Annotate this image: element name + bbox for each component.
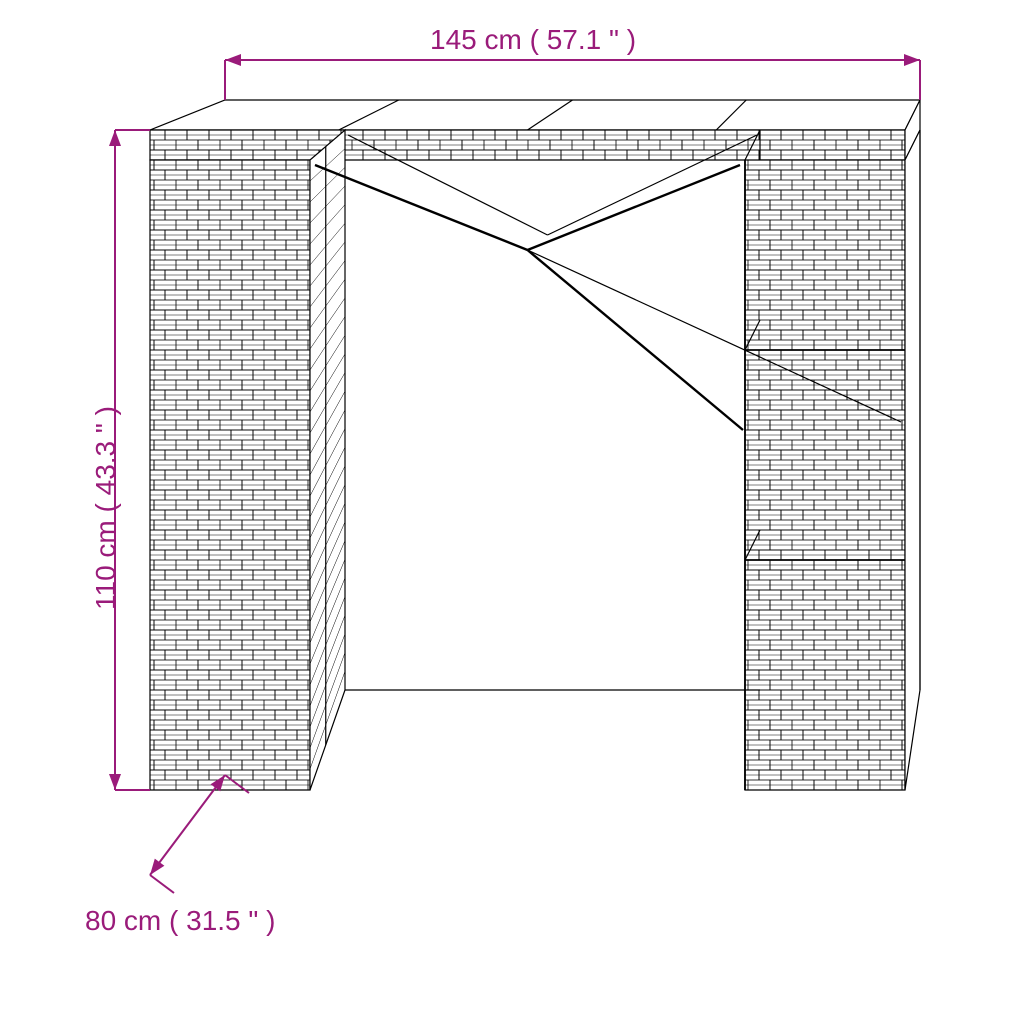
height-dimension-label: 110 cm ( 43.3 " ) <box>90 406 122 610</box>
width-dimension-label: 145 cm ( 57.1 " ) <box>430 24 636 56</box>
diagram-stage: 145 cm ( 57.1 " ) 110 cm ( 43.3 " ) 80 c… <box>0 0 1024 1024</box>
depth-dimension-label: 80 cm ( 31.5 " ) <box>85 905 275 937</box>
table-drawing <box>150 100 920 830</box>
dimensioned-drawing <box>0 0 1024 1024</box>
